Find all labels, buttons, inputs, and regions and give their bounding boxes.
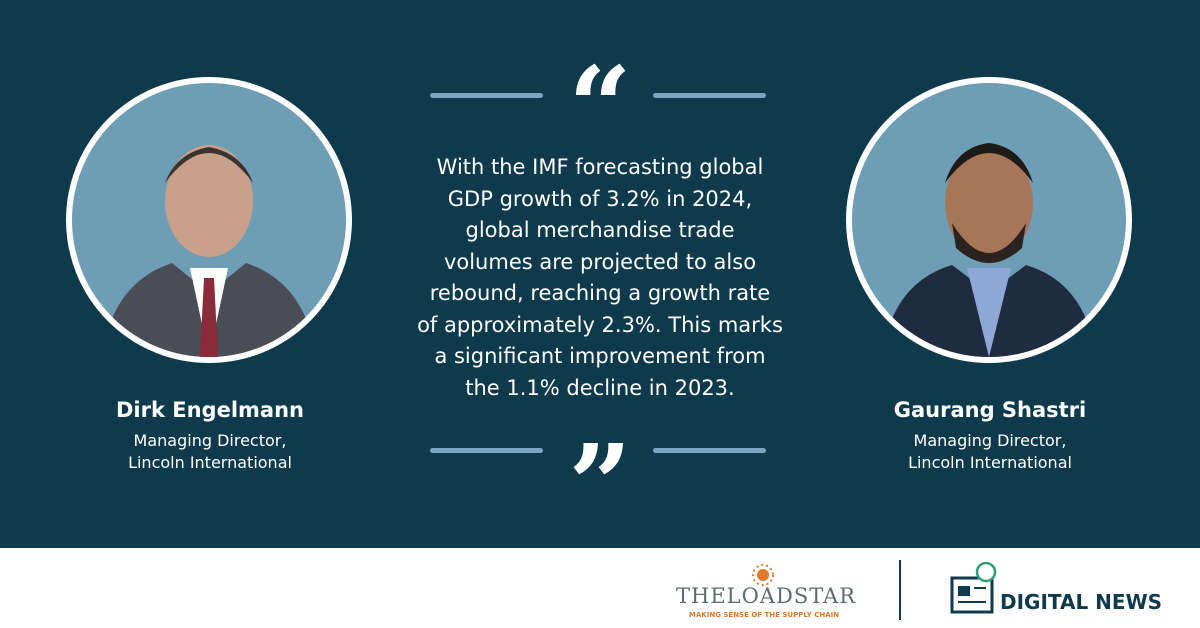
quote-line: volumes are projected to also	[443, 249, 757, 274]
quote-line: rebound, reaching a growth rate	[429, 281, 771, 305]
speaker-title: Lincoln International	[908, 453, 1072, 472]
footer-divider	[899, 560, 901, 620]
quote-line: GDP growth of 3.2% in 2024,	[447, 186, 753, 211]
speaker-title: Lincoln International	[128, 453, 292, 472]
news-icon	[950, 562, 997, 614]
tagline: MAKING SENSE OF THE SUPPLY CHAIN	[688, 611, 840, 619]
speaker-title: Managing Director,	[133, 431, 287, 450]
speaker-title: Managing Director,	[913, 431, 1067, 450]
speaker-name: Dirk Engelmann	[116, 398, 304, 422]
sun-icon	[752, 564, 774, 586]
open-quote: “	[568, 42, 632, 171]
portrait-right	[846, 77, 1132, 363]
portrait-figure	[882, 143, 1096, 357]
section-label: DIGITAL NEWS	[1000, 590, 1163, 614]
quote-line: of approximately 2.3%. This marks	[417, 312, 783, 337]
quote-line: global merchandise trade	[465, 218, 735, 242]
portrait-left	[66, 77, 352, 363]
speaker-name: Gaurang Shastri	[893, 398, 1087, 422]
divider-bar	[430, 93, 543, 98]
divider-bar	[430, 448, 543, 453]
quote-line: a significant improvement from	[434, 344, 766, 368]
brand: THELOADSTAR	[676, 584, 857, 608]
quote-line: With the IMF forecasting global	[436, 155, 764, 179]
divider-bar	[653, 93, 766, 98]
divider-bar	[653, 448, 766, 453]
portrait-figure	[102, 145, 316, 357]
quote-line: the 1.1% decline in 2023.	[465, 375, 735, 400]
footer: THELOADSTAR MAKING SENSE OF THE SUPPLY C…	[0, 548, 1200, 628]
close-quote: ”	[568, 420, 632, 549]
